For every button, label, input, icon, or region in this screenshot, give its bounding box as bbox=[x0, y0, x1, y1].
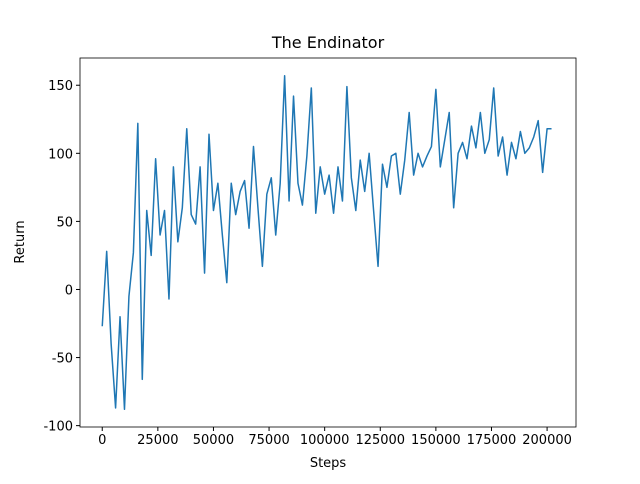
y-tick-label: 150 bbox=[48, 79, 73, 94]
x-tick-label: 50000 bbox=[193, 433, 234, 448]
x-axis-label: Steps bbox=[310, 456, 347, 471]
y-tick-label: 0 bbox=[65, 283, 73, 298]
y-tick-label: -50 bbox=[52, 352, 73, 367]
chart-title: The Endinator bbox=[271, 33, 385, 52]
x-tick-label: 200000 bbox=[522, 433, 572, 448]
x-tick-label: 75000 bbox=[248, 433, 289, 448]
x-tick-label: 175000 bbox=[467, 433, 517, 448]
x-tick-label: 100000 bbox=[300, 433, 350, 448]
x-tick-label: 150000 bbox=[411, 433, 461, 448]
plot-frame bbox=[79, 57, 577, 428]
line bbox=[101, 74, 552, 411]
x-tick-label: 125000 bbox=[355, 433, 405, 448]
y-tick-label: 50 bbox=[56, 215, 73, 230]
y-axis-label: Return bbox=[13, 220, 28, 263]
x-tick-label: 0 bbox=[98, 433, 106, 448]
x-tick-label: 25000 bbox=[137, 433, 178, 448]
y-tick-label: 100 bbox=[48, 147, 73, 162]
y-tick-label: -100 bbox=[43, 420, 73, 435]
